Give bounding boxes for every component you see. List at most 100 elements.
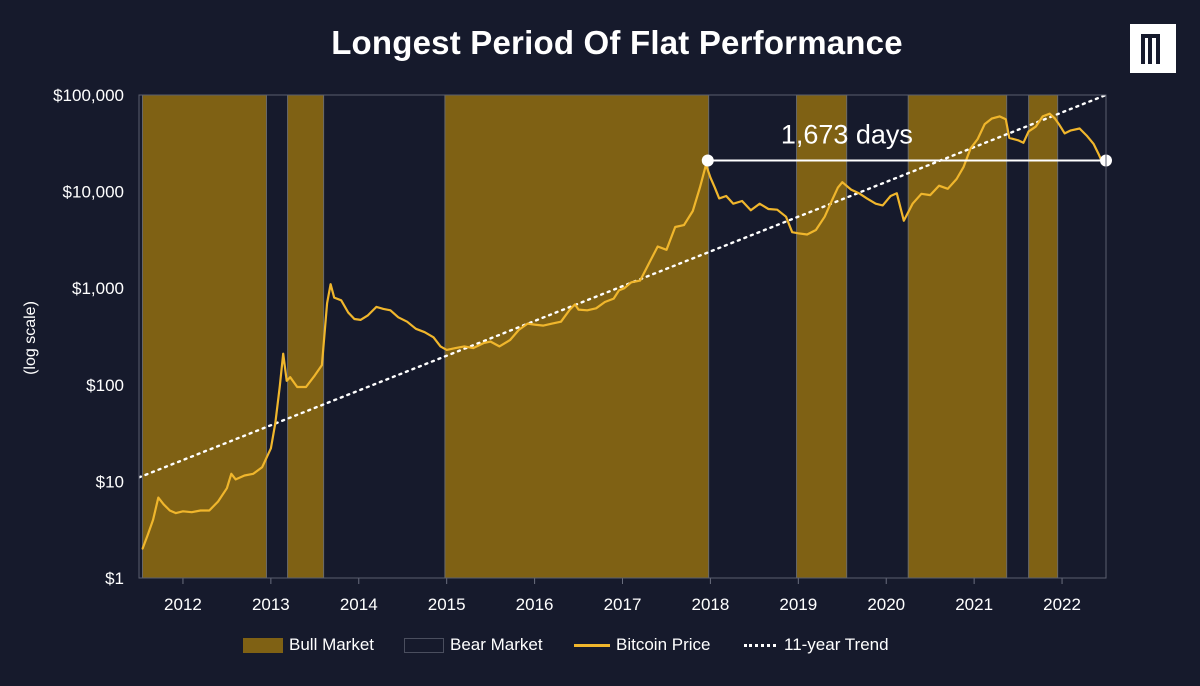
price-point [929,194,931,196]
price-point [823,215,826,218]
price-point [533,323,536,326]
price-point [305,386,307,388]
price-point [217,500,219,503]
price-point [718,197,720,200]
price-point [375,306,378,308]
price-point [976,138,979,140]
x-tick-label: 2017 [604,595,642,614]
brand-logo-icon [1141,34,1160,64]
price-point [278,386,281,388]
price-point [889,195,892,197]
price-point [243,474,246,477]
price-point [226,487,228,490]
price-point [168,509,171,512]
y-tick-label: $100 [86,376,124,395]
legend-price: Bitcoin Price [574,634,710,656]
price-point [920,192,923,195]
price-point [866,197,868,200]
bull-market-band [142,94,267,579]
price-point [146,534,149,536]
price-point [445,349,448,351]
price-point [1070,129,1072,132]
price-point [1008,137,1011,139]
price-point [806,233,808,236]
price-point [1022,142,1025,144]
legend-bear: Bear Market [404,634,543,656]
price-point [282,352,284,355]
price-point [630,281,633,284]
price-point [830,200,833,202]
price-point [741,200,743,202]
legend-bull: Bull Market [243,634,374,656]
price-point [230,472,233,475]
price-point [234,478,237,481]
price-point [463,345,466,348]
price-point [791,231,793,233]
price-point [874,202,877,205]
series-layer [139,95,1107,550]
price-point [850,188,852,191]
price-point [182,510,184,513]
price-point [776,208,779,211]
y-tick-label: $100,000 [53,86,124,105]
price-point [955,178,958,180]
price-point [618,289,620,292]
price-point [208,509,211,512]
price-point [326,302,328,304]
price-point [699,186,701,189]
x-tick-label: 2019 [779,595,817,614]
price-point [498,345,501,348]
x-tick-label: 2014 [340,595,378,614]
bull-market-band [796,94,848,579]
price-point [482,342,485,344]
price-point [439,345,442,348]
price-point [314,374,316,377]
price-point [353,318,356,320]
price-point [881,204,884,207]
price-point [1085,134,1088,137]
price-point [586,309,589,312]
price-point [648,262,650,265]
price-point [190,511,193,513]
price-point [366,314,369,317]
price-point [1058,124,1061,126]
price-point [938,184,940,187]
price-point [472,347,474,349]
price-point [665,248,668,251]
y-axis-ticks: $1 $10 $100 $1,000 $10,000 $100,000 [53,86,124,588]
price-point [389,309,392,312]
price-point [454,347,457,349]
price-point [252,472,255,475]
price-point [674,226,677,228]
price-point [274,422,277,425]
price-point [683,224,685,226]
legend: Bull Market Bear Market Bitcoin Price 11… [0,634,1200,658]
price-point [595,307,597,310]
price-point [1027,130,1030,133]
market-bands [139,94,1106,579]
price-point [359,319,362,321]
price-point [423,331,426,334]
x-axis-ticks: 2012 2013 2014 2015 2016 2017 2018 2019 2020 2021… [164,578,1081,614]
y-tick-label: $10,000 [63,183,124,202]
bull-market-band [444,94,710,579]
legend-price-line [574,643,610,647]
price-point [560,320,562,323]
x-tick-label: 2021 [955,595,993,614]
x-tick-label: 2016 [516,595,554,614]
x-tick-label: 2012 [164,595,202,614]
price-point [946,187,949,190]
x-tick-label: 2018 [691,595,729,614]
trend-line [139,95,1106,479]
price-point [911,202,914,205]
legend-bear-label: Bear Market [450,635,543,654]
price-point [725,195,728,197]
price-point [162,503,165,506]
y-tick-label: $1 [105,569,124,588]
price-point [785,215,787,218]
price-point [199,509,202,512]
price-point [623,287,626,290]
price-point [1017,139,1019,142]
price-point [998,115,1001,118]
